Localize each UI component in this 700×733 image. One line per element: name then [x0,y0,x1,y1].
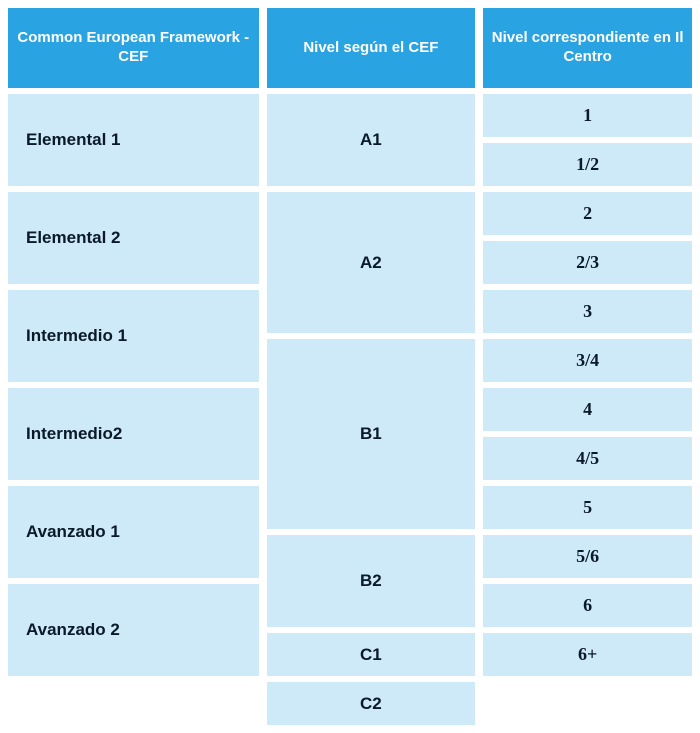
centro-6: 6 [483,584,692,627]
centro-3: 3 [483,290,692,333]
centro-3-4: 3/4 [483,339,692,382]
centro-1-2: 1/2 [483,143,692,186]
cef-c1: C1 [267,633,476,676]
centro-5-6: 5/6 [483,535,692,578]
cef-a1: A1 [267,94,476,186]
cef-c2: C2 [267,682,476,725]
centro-5: 5 [483,486,692,529]
row-elemental-2: Elemental 2 [8,192,259,284]
cef-table: Common European Framework - CEF Elementa… [8,8,692,725]
cef-b1: B1 [267,339,476,529]
column-cef-framework: Common European Framework - CEF Elementa… [8,8,259,725]
row-intermedio-2: Intermedio2 [8,388,259,480]
centro-1: 1 [483,94,692,137]
row-avanzado-1: Avanzado 1 [8,486,259,578]
row-intermedio-1: Intermedio 1 [8,290,259,382]
centro-4-5: 4/5 [483,437,692,480]
header-col3: Nivel correspondiente en Il Centro [483,8,692,88]
column-il-centro: Nivel correspondiente en Il Centro 1 1/2… [483,8,692,725]
centro-6plus: 6+ [483,633,692,676]
centro-4: 4 [483,388,692,431]
row-avanzado-2: Avanzado 2 [8,584,259,676]
header-col2: Nivel según el CEF [267,8,476,88]
centro-2: 2 [483,192,692,235]
row-elemental-1: Elemental 1 [8,94,259,186]
centro-2-3: 2/3 [483,241,692,284]
cef-a2: A2 [267,192,476,333]
column-cef-level: Nivel según el CEF A1 A2 B1 B2 C1 C2 [267,8,476,725]
cef-b2: B2 [267,535,476,627]
header-col1: Common European Framework - CEF [8,8,259,88]
